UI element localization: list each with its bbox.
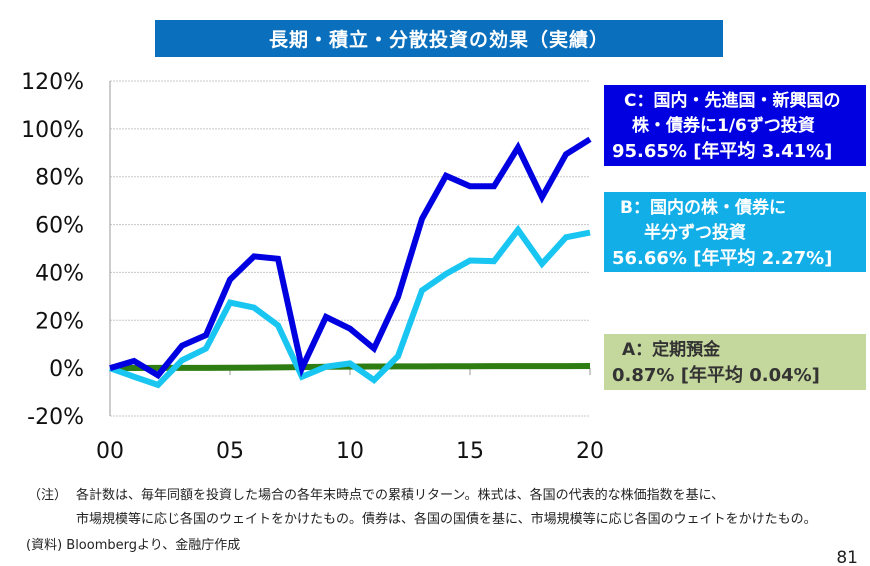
series-line-c — [109, 136, 592, 380]
chart-title: 長期・積立・分散投資の効果（実績） — [155, 20, 723, 57]
x-tick-label: 10 — [336, 439, 364, 464]
source-note: (資料) Bloombergより、金融庁作成 — [26, 538, 241, 553]
legend-b-line3: 56.66% [年平均 2.27%] — [612, 248, 833, 269]
legend-c-line2: 株・債券に1/6ずつ投資 — [632, 116, 815, 136]
note-line-2: 市場規模等に応じ各国のウェイトをかけたもの。債券は、各国の国債を基に、市場規模等… — [76, 512, 817, 527]
note-label: （注） — [28, 488, 68, 503]
y-tick-label: 40% — [35, 261, 84, 286]
legend-a-line1: A：定期預金 — [622, 340, 721, 360]
y-tick-label: 100% — [21, 118, 84, 143]
line-chart: -20% 0% 20% 40% 60% 80% 100% 120% 00 05 10 15 20 — [21, 70, 604, 464]
legend-b-line2: 半分ずつ投資 — [644, 223, 746, 243]
x-tick-label: 05 — [216, 439, 244, 464]
legend-box-a: A：定期預金 0.87% [年平均 0.04%] — [604, 334, 866, 390]
x-tick-label: 00 — [96, 439, 124, 464]
page-number: 81 — [836, 548, 858, 566]
y-tick-label: 20% — [35, 309, 84, 334]
y-tick-label: 80% — [35, 166, 84, 191]
y-tick-label: 60% — [35, 214, 84, 239]
note-line-1: 各計数は、毎年同額を投資した場合の各年末時点での累積リターン。株式は、各国の代表… — [76, 488, 725, 503]
series-line-b — [108, 224, 591, 389]
y-tick-label: 0% — [49, 357, 84, 382]
legend-b-line1: B：国内の株・債券に — [620, 198, 786, 218]
legend-c-line3: 95.65% [年平均 3.41%] — [612, 141, 833, 162]
x-tick-label: 15 — [456, 439, 484, 464]
legend-a-line2: 0.87% [年平均 0.04%] — [612, 365, 820, 386]
y-tick-label: -20% — [27, 405, 84, 430]
legend-box-c: C：国内・先進国・新興国の 株・債券に1/6ずつ投資 95.65% [年平均 3… — [604, 85, 866, 166]
x-tick-label: 20 — [576, 439, 604, 464]
legend-box-b: B：国内の株・債券に 半分ずつ投資 56.66% [年平均 2.27%] — [604, 192, 866, 272]
legend-c-line1: C：国内・先進国・新興国の — [624, 91, 841, 111]
y-tick-label: 120% — [21, 70, 84, 95]
